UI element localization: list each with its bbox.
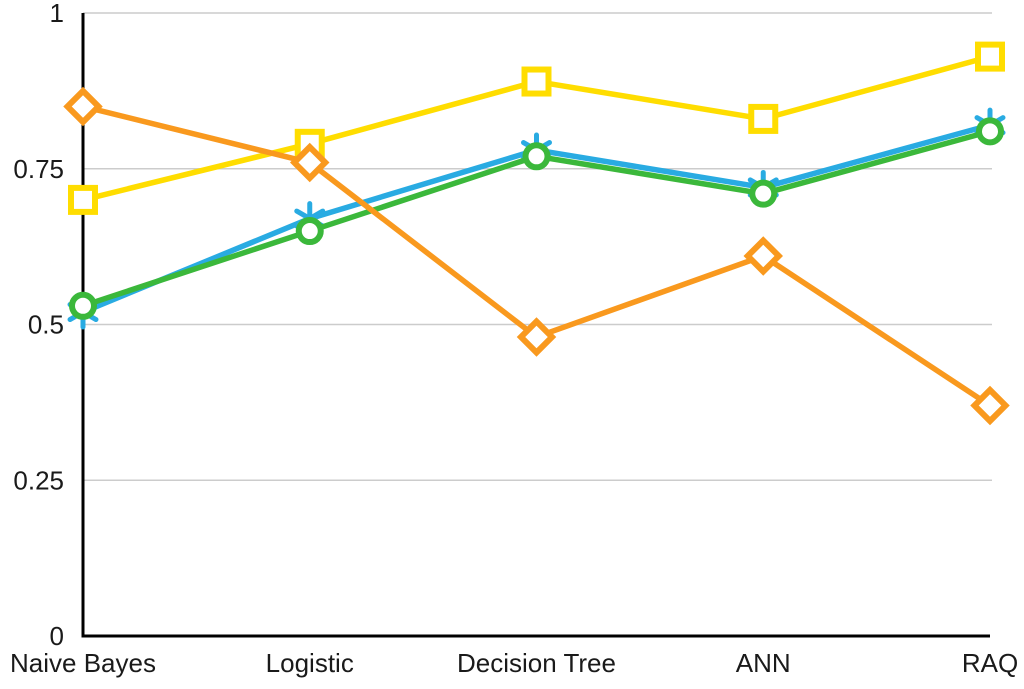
data-point-marker-square: [68, 184, 98, 215]
data-point-marker-square: [748, 103, 779, 134]
x-category-label: Logistic: [266, 648, 354, 678]
data-point-marker-square: [521, 66, 552, 97]
x-category-label: ANN: [736, 648, 791, 678]
data-point-marker-circle: [749, 179, 778, 208]
data-point-marker-circle: [295, 217, 324, 246]
data-point-marker-circle: [976, 117, 1004, 146]
y-tick-label: 0: [50, 621, 64, 651]
data-point-marker-diamond: [290, 142, 330, 183]
data-point-marker-circle: [69, 291, 97, 320]
data-point-marker-diamond: [970, 385, 1010, 426]
data-point-marker-diamond: [63, 86, 103, 127]
data-point-marker-diamond: [743, 236, 783, 276]
y-tick-label: 1: [50, 0, 64, 28]
x-category-label: Decision Tree: [457, 648, 616, 678]
data-point-marker-diamond: [516, 317, 557, 357]
y-tick-label: 0.25: [13, 465, 64, 495]
y-tick-label: 0.5: [28, 310, 64, 340]
y-tick-label: 0.75: [13, 154, 64, 184]
x-category-label: RAQ: [962, 648, 1018, 678]
data-point-marker-circle: [522, 142, 551, 171]
data-point-marker-square: [975, 41, 1005, 72]
x-category-label: Naive Bayes: [10, 648, 156, 678]
